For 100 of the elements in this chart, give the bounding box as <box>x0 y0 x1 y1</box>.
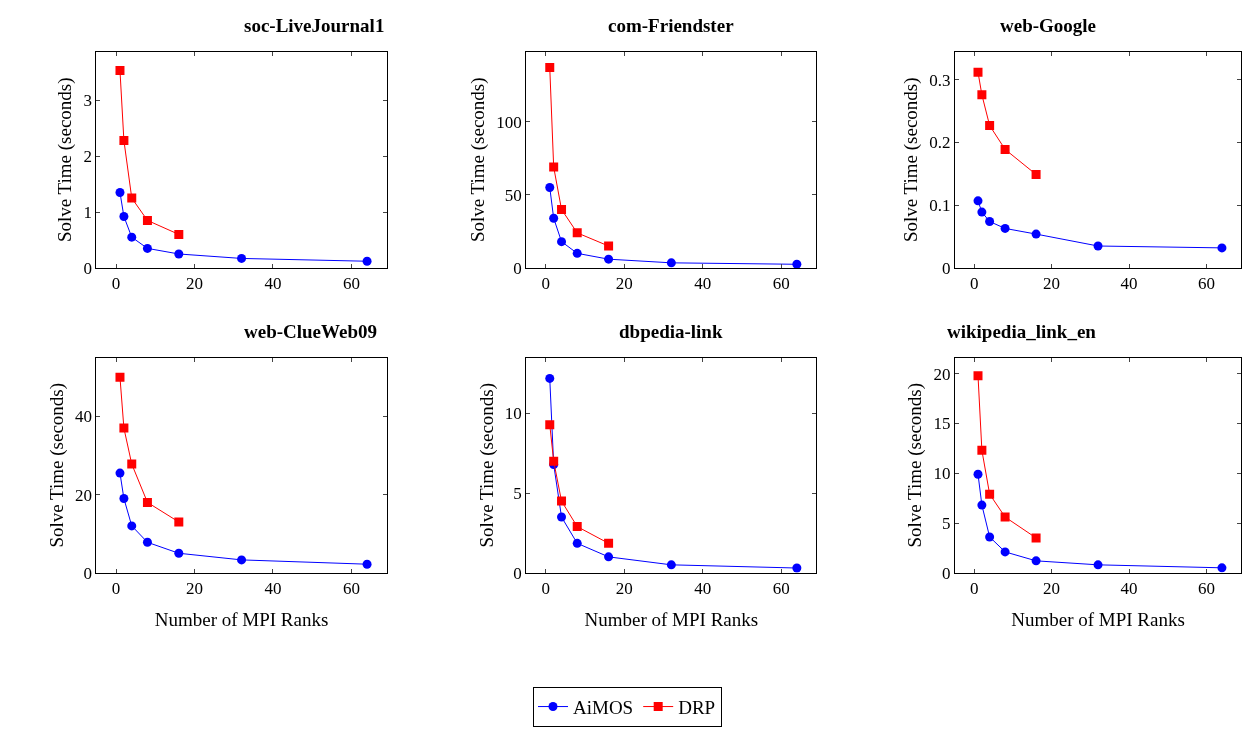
point <box>127 459 137 469</box>
y-tick-label: 5 <box>941 513 951 533</box>
chart-title: com-Friendster <box>608 15 735 36</box>
y-tick-label: 50 <box>504 185 522 205</box>
x-tick-label: 60 <box>1197 579 1215 599</box>
point <box>604 241 614 251</box>
point <box>973 469 983 479</box>
point <box>119 212 129 221</box>
y-axis-title: Solve Time (seconds) <box>475 382 498 548</box>
y-tick-label: 0 <box>83 563 93 583</box>
point <box>142 215 152 225</box>
point <box>1093 241 1103 251</box>
x-tick-label: 60 <box>342 579 360 599</box>
point <box>545 373 555 383</box>
point <box>572 248 582 258</box>
point <box>1000 223 1010 233</box>
x-tick-label: 40 <box>264 579 282 599</box>
x-tick-label: 40 <box>1120 274 1138 294</box>
y-tick-label: 0.1 <box>929 196 951 216</box>
x-tick-label: 60 <box>772 274 790 294</box>
point <box>174 517 184 527</box>
point <box>1031 533 1041 543</box>
y-tick-label: 40 <box>75 407 93 427</box>
y-axis-title: Solve Time (seconds) <box>54 77 77 243</box>
y-tick-label: 0 <box>941 563 951 583</box>
point <box>977 90 987 100</box>
y-tick-label: 0 <box>513 258 522 278</box>
y-tick-label: 5 <box>513 484 522 504</box>
point <box>362 559 372 569</box>
point <box>142 537 152 547</box>
chart-title: web-Google <box>1000 15 1097 36</box>
point <box>1217 563 1227 573</box>
y-tick-label: 100 <box>496 112 522 132</box>
point <box>572 522 582 532</box>
point <box>557 496 567 506</box>
point <box>142 243 152 253</box>
point <box>977 500 987 510</box>
point <box>604 254 614 264</box>
point <box>115 66 125 76</box>
x-tick-label: 20 <box>615 579 633 599</box>
y-axis-title: Solve Time (seconds) <box>467 77 490 243</box>
point <box>1093 560 1103 570</box>
y-tick-label: 3 <box>83 91 93 111</box>
point <box>792 259 802 268</box>
point <box>174 229 184 239</box>
point <box>115 187 125 197</box>
point <box>973 371 983 381</box>
point <box>174 548 184 558</box>
y-tick-label: 20 <box>933 364 951 384</box>
x-tick-label: 0 <box>111 579 121 599</box>
point <box>237 555 247 565</box>
point <box>572 228 582 238</box>
point <box>985 217 995 227</box>
point <box>985 121 995 131</box>
point <box>115 372 125 382</box>
x-axis-title: Number of MPI Ranks <box>584 609 759 630</box>
point <box>666 258 676 268</box>
x-tick-label: 40 <box>264 274 282 294</box>
point <box>119 423 129 433</box>
point <box>545 63 555 73</box>
chart-title: dbpedia-link <box>619 321 723 342</box>
x-tick-label: 20 <box>615 274 633 294</box>
point <box>362 256 372 266</box>
point <box>977 445 987 455</box>
point <box>985 532 995 542</box>
x-tick-label: 20 <box>1043 579 1061 599</box>
point <box>119 135 129 145</box>
point <box>142 497 152 507</box>
point <box>1000 547 1010 557</box>
point <box>1000 512 1010 522</box>
y-tick-label: 0.2 <box>929 133 951 153</box>
x-tick-label: 0 <box>969 274 979 294</box>
point <box>1031 229 1041 239</box>
point <box>985 489 995 499</box>
x-tick-label: 0 <box>541 274 551 294</box>
x-tick-label: 20 <box>186 579 203 599</box>
point <box>666 560 676 570</box>
point <box>1031 556 1041 566</box>
x-tick-label: 0 <box>541 579 551 599</box>
chart-title: wikipedia_link_en <box>947 321 1097 342</box>
point <box>1000 144 1010 154</box>
point <box>572 538 582 548</box>
point <box>127 521 137 531</box>
x-tick-label: 40 <box>1120 579 1138 599</box>
y-tick-label: 20 <box>75 485 93 505</box>
point <box>604 552 614 562</box>
point <box>115 468 125 478</box>
point <box>557 512 567 522</box>
point <box>973 196 983 206</box>
y-tick-label: 1 <box>83 202 93 222</box>
y-axis-title: Solve Time (seconds) <box>899 77 922 243</box>
x-tick-label: 40 <box>694 274 712 294</box>
x-axis-title: Number of MPI Ranks <box>1011 609 1185 630</box>
x-tick-label: 60 <box>342 274 360 294</box>
y-tick-label: 2 <box>83 147 93 167</box>
point <box>977 207 987 217</box>
point <box>792 563 802 573</box>
point <box>557 204 567 214</box>
point <box>545 420 555 430</box>
point <box>604 538 614 548</box>
